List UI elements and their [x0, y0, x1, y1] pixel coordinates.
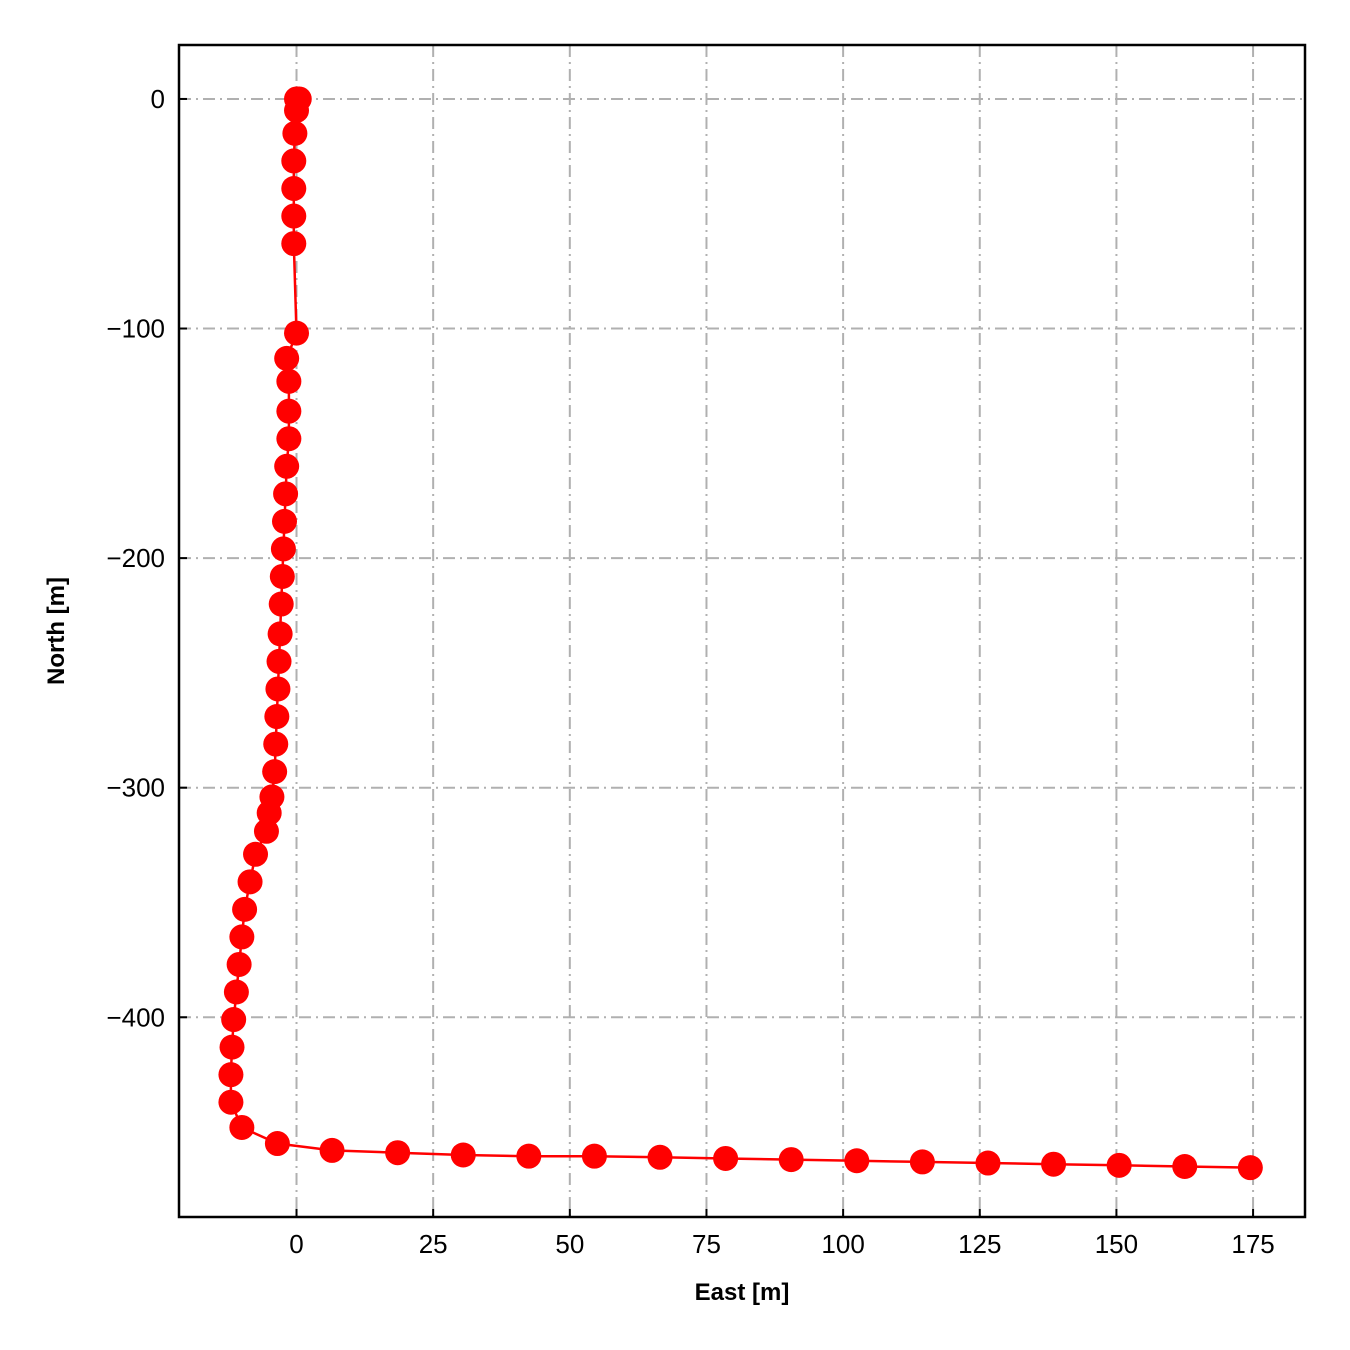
y-tick-label: −200	[106, 543, 165, 573]
trajectory-point	[713, 1145, 739, 1171]
trajectory-point	[223, 979, 249, 1005]
x-tick-label: 100	[821, 1229, 864, 1259]
trajectory-point	[647, 1144, 673, 1170]
trajectory-point	[226, 951, 252, 977]
trajectory-point	[270, 536, 296, 562]
x-tick-label: 125	[958, 1229, 1001, 1259]
trajectory-point	[218, 1089, 244, 1115]
trajectory-point	[385, 1140, 411, 1166]
y-tick-label: −100	[106, 314, 165, 344]
trajectory-point	[281, 175, 307, 201]
trajectory-point	[266, 648, 292, 674]
x-tick-label: 175	[1231, 1229, 1274, 1259]
trajectory-line	[229, 97, 1251, 1169]
trajectory-point	[256, 800, 282, 826]
trajectory-point	[232, 896, 258, 922]
trajectory-point	[778, 1147, 804, 1173]
trajectory-point	[229, 924, 255, 950]
trajectory-point	[276, 398, 302, 424]
x-tick-label: 150	[1095, 1229, 1138, 1259]
trajectory-point	[243, 841, 269, 867]
trajectory-point	[1237, 1155, 1263, 1181]
trajectory-point	[218, 1062, 244, 1088]
trajectory-point	[262, 759, 288, 785]
x-axis-title: East [m]	[695, 1279, 790, 1306]
x-tick-label: 75	[692, 1229, 721, 1259]
trajectory-point	[221, 1007, 247, 1033]
trajectory-point	[581, 1143, 607, 1169]
trajectory-point	[263, 731, 289, 757]
y-tick-label: 0	[151, 84, 165, 114]
trajectory-point	[268, 591, 294, 617]
trajectory-point	[269, 563, 295, 589]
trajectory-point	[1172, 1153, 1198, 1179]
trajectory-point	[276, 426, 302, 452]
trajectory-point	[1041, 1151, 1067, 1177]
trajectory-point	[274, 453, 300, 479]
trajectory-point	[271, 508, 297, 534]
y-tick-label: −300	[106, 773, 165, 803]
trajectory-point	[844, 1148, 870, 1174]
trajectory-point	[281, 203, 307, 229]
trajectory-point	[253, 818, 279, 844]
trajectory-point	[975, 1150, 1001, 1176]
trajectory-point	[281, 148, 307, 174]
plot-frame	[177, 43, 1307, 1219]
trajectory-point	[276, 368, 302, 394]
trajectory-point	[284, 97, 310, 123]
trajectory-point	[909, 1149, 935, 1175]
trajectory-point	[267, 621, 293, 647]
trajectory-point	[281, 231, 307, 257]
y-axis-title: North [m]	[43, 577, 70, 685]
trajectory-point	[264, 704, 290, 730]
trajectory-point	[265, 676, 291, 702]
trajectory-point	[274, 345, 300, 371]
trajectory-point	[237, 869, 263, 895]
trajectory-point	[229, 1114, 255, 1140]
series-layer	[218, 86, 1263, 1181]
x-tick-label: 0	[289, 1229, 303, 1259]
trajectory-point	[219, 1034, 245, 1060]
trajectory-point	[264, 1131, 290, 1157]
tick-layer: 0 25 50 75 100 125 150 175 0 −100 −200 −300 −400	[106, 84, 1274, 1259]
trajectory-point	[450, 1142, 476, 1168]
y-tick-label: −400	[106, 1002, 165, 1032]
trajectory-point	[282, 120, 308, 146]
x-tick-label: 50	[555, 1229, 584, 1259]
x-tick-label: 25	[419, 1229, 448, 1259]
trajectory-point	[1106, 1152, 1132, 1178]
grid-layer	[179, 45, 1305, 1217]
trajectory-point	[516, 1143, 542, 1169]
trajectory-point	[273, 481, 299, 507]
trajectory-point	[284, 320, 310, 346]
trajectory-point	[319, 1137, 345, 1163]
